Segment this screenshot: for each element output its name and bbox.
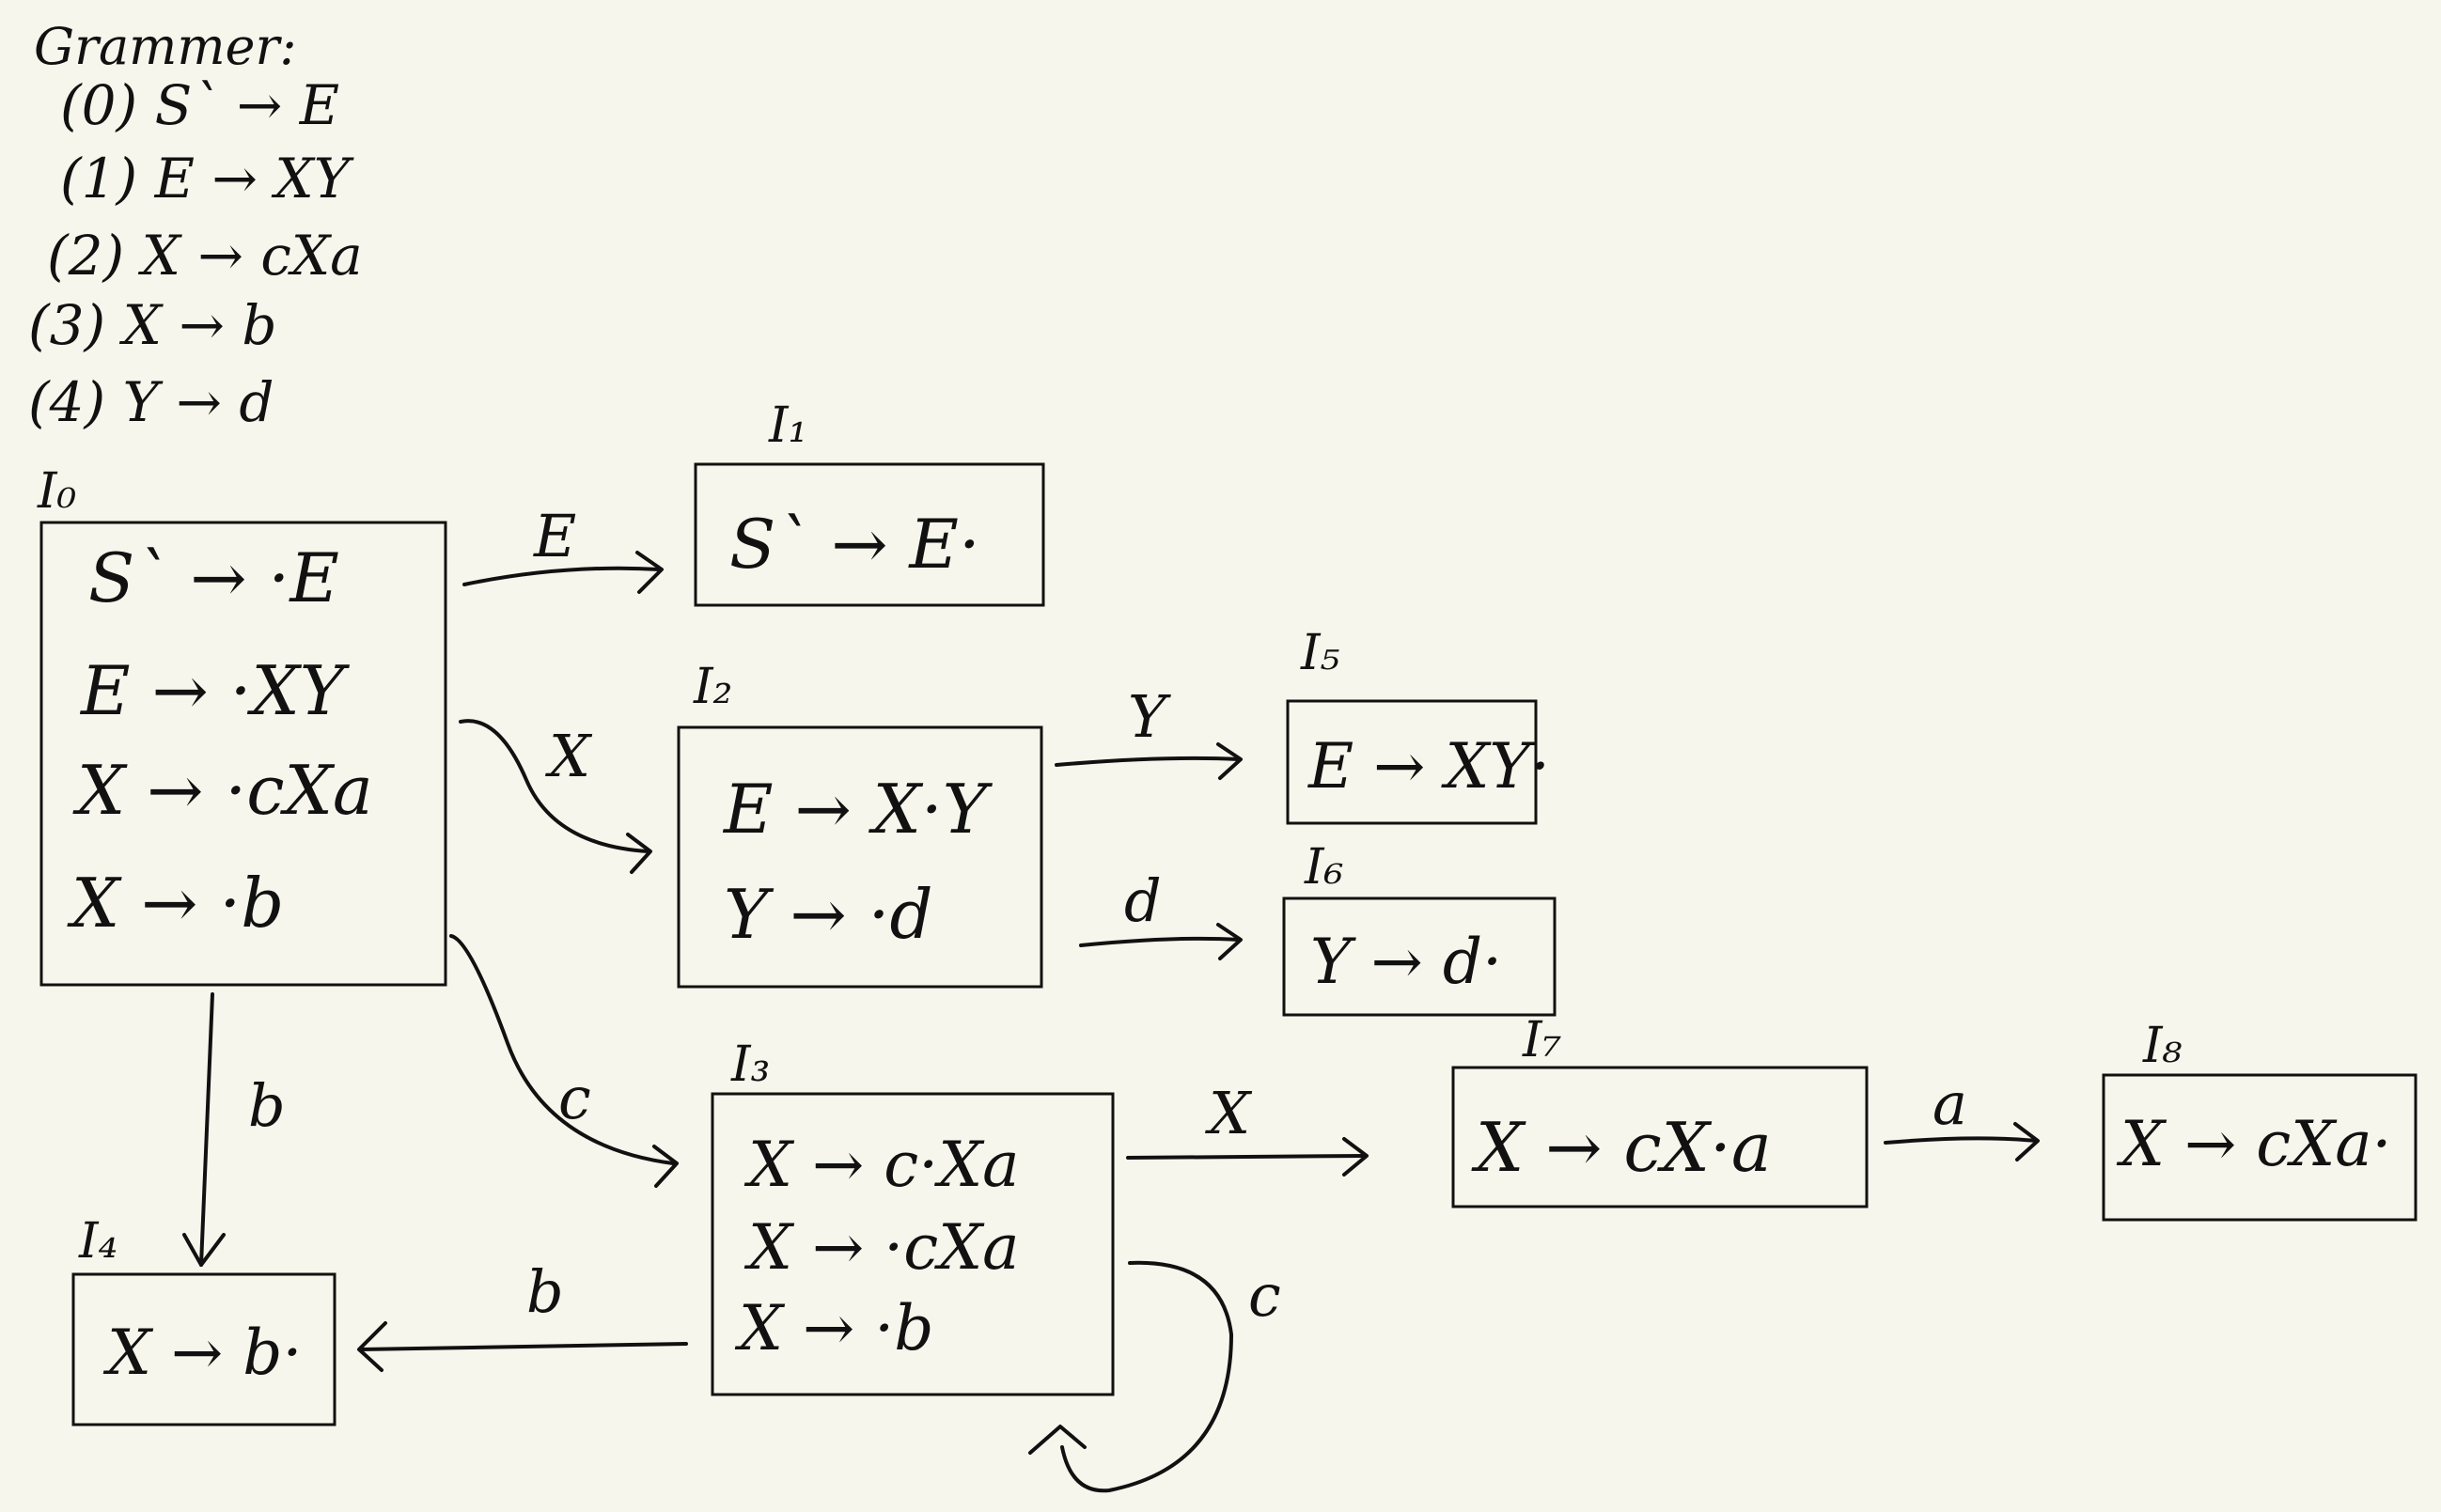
- transition-label: X: [545, 722, 593, 790]
- state-i4: I₄ X → b·: [71, 1213, 336, 1426]
- state-i2-box: [677, 725, 1043, 989]
- state-i6-box: [1282, 896, 1557, 1017]
- transition-arrow: [1126, 1154, 1367, 1160]
- state-i2-label: I₂: [693, 659, 732, 715]
- state-i6-item: Y → d·: [1310, 926, 1502, 998]
- arrowhead: [1216, 742, 1243, 780]
- arrowhead: [1342, 1137, 1369, 1177]
- arrowhead: [1028, 1425, 1087, 1455]
- state-i5: I₅ E → XY·: [1286, 625, 1550, 825]
- state-i4-label: I₄: [78, 1213, 117, 1270]
- transition-arrow: [1079, 936, 1241, 947]
- transition-label: d: [1124, 866, 1162, 935]
- transition-arrow: [459, 719, 650, 853]
- state-i0: I₀ S` → ·E E → ·XY X → ·cXa X → ·b: [37, 463, 447, 987]
- arrowhead: [1216, 923, 1243, 960]
- transition-arrow: [359, 1342, 688, 1351]
- state-i8-label: I₈: [2142, 1018, 2183, 1074]
- transition-i0-i4: b: [182, 992, 286, 1267]
- arrowhead: [626, 833, 652, 874]
- transition-i7-i8: a: [1884, 1069, 2040, 1161]
- state-i7-box: [1451, 1066, 1869, 1208]
- state-i7-item: X → cX·a: [1471, 1108, 1772, 1187]
- transition-i0-i3: c: [449, 934, 679, 1188]
- transition-arrow: [1055, 756, 1241, 767]
- transition-i2-i5: Y: [1055, 682, 1243, 780]
- transition-arrow: [449, 934, 675, 1165]
- state-i3-item: X → ·b: [734, 1292, 933, 1364]
- state-i3-item: X → ·cXa: [743, 1211, 1020, 1284]
- grammar-rule-2: (2) X → cXa: [47, 224, 363, 288]
- transition-label: b: [248, 1071, 286, 1140]
- transition-label: c: [558, 1064, 591, 1132]
- state-i0-label: I₀: [37, 463, 77, 520]
- state-i3-box: [711, 1092, 1115, 1396]
- state-i8: I₈ X → cXa·: [2102, 1018, 2418, 1222]
- transition-arrow: [199, 992, 214, 1267]
- state-i1-item: S` → E·: [729, 505, 980, 584]
- state-i0-item: X → ·b: [67, 864, 284, 943]
- transition-label: b: [526, 1257, 564, 1326]
- transition-i3-i3-loop: c: [1028, 1260, 1281, 1493]
- state-i3-label: I₃: [730, 1037, 770, 1093]
- arrowhead: [635, 551, 664, 594]
- state-i0-box: [39, 521, 447, 987]
- transition-arrow: [1884, 1136, 2038, 1145]
- grammar-rule-1: (1) E → XY: [60, 147, 354, 210]
- state-i0-item: S` → ·E: [88, 538, 339, 617]
- arrowhead: [652, 1145, 679, 1188]
- state-i4-box: [71, 1272, 336, 1426]
- state-i3-item: X → c·Xa: [743, 1129, 1020, 1201]
- transition-i0-i1: E: [462, 502, 664, 594]
- grammar-rule-0: (0) S` → E: [60, 73, 339, 137]
- state-i0-item: E → ·XY: [79, 651, 351, 730]
- transition-i3-i7: X: [1126, 1079, 1369, 1177]
- state-i4-item: X → b·: [102, 1317, 302, 1389]
- transition-label: X: [1205, 1079, 1253, 1147]
- grammar-rule-3: (3) X → b: [28, 293, 276, 357]
- transition-label: Y: [1128, 682, 1171, 751]
- state-i1-box: [694, 462, 1045, 607]
- state-i5-box: [1286, 699, 1538, 825]
- transition-label: a: [1932, 1069, 1967, 1138]
- state-i5-label: I₅: [1300, 625, 1340, 681]
- state-i7: I₇ X → cX·a: [1451, 1012, 1869, 1208]
- state-i6: I₆ Y → d·: [1282, 839, 1557, 1017]
- transition-i3-i4: b: [357, 1257, 688, 1372]
- state-i8-box: [2102, 1073, 2418, 1222]
- transition-arrow: [1060, 1260, 1233, 1493]
- state-i1-label: I₁: [768, 397, 807, 454]
- state-i5-item: E → XY·: [1307, 730, 1550, 803]
- transition-i0-i2: X: [459, 719, 652, 874]
- transition-i2-i6: d: [1079, 866, 1243, 960]
- arrowhead: [357, 1321, 387, 1372]
- grammar: Grammer: (0) S` → E (1) E → XY (2) X → c…: [28, 17, 363, 434]
- arrowhead: [182, 1233, 226, 1267]
- grammar-rule-4: (4) Y → d: [28, 370, 274, 434]
- state-i1: I₁ S` → E·: [694, 397, 1045, 607]
- state-i7-label: I₇: [1522, 1012, 1562, 1068]
- state-i6-label: I₆: [1304, 839, 1343, 896]
- transition-label: E: [533, 502, 576, 570]
- arrowhead: [2013, 1122, 2040, 1161]
- grammar-title: Grammer:: [34, 17, 297, 76]
- state-i2-item: Y → ·d: [724, 875, 933, 954]
- state-i2: I₂ E → X·Y Y → ·d: [677, 659, 1043, 989]
- state-i3: I₃ X → c·Xa X → ·cXa X → ·b: [711, 1037, 1115, 1396]
- state-i8-item: X → cXa·: [2116, 1108, 2392, 1180]
- state-i0-item: X → ·cXa: [72, 751, 373, 830]
- transition-arrow: [462, 566, 662, 586]
- transition-label: c: [1248, 1261, 1281, 1330]
- state-i2-item: E → X·Y: [722, 770, 994, 849]
